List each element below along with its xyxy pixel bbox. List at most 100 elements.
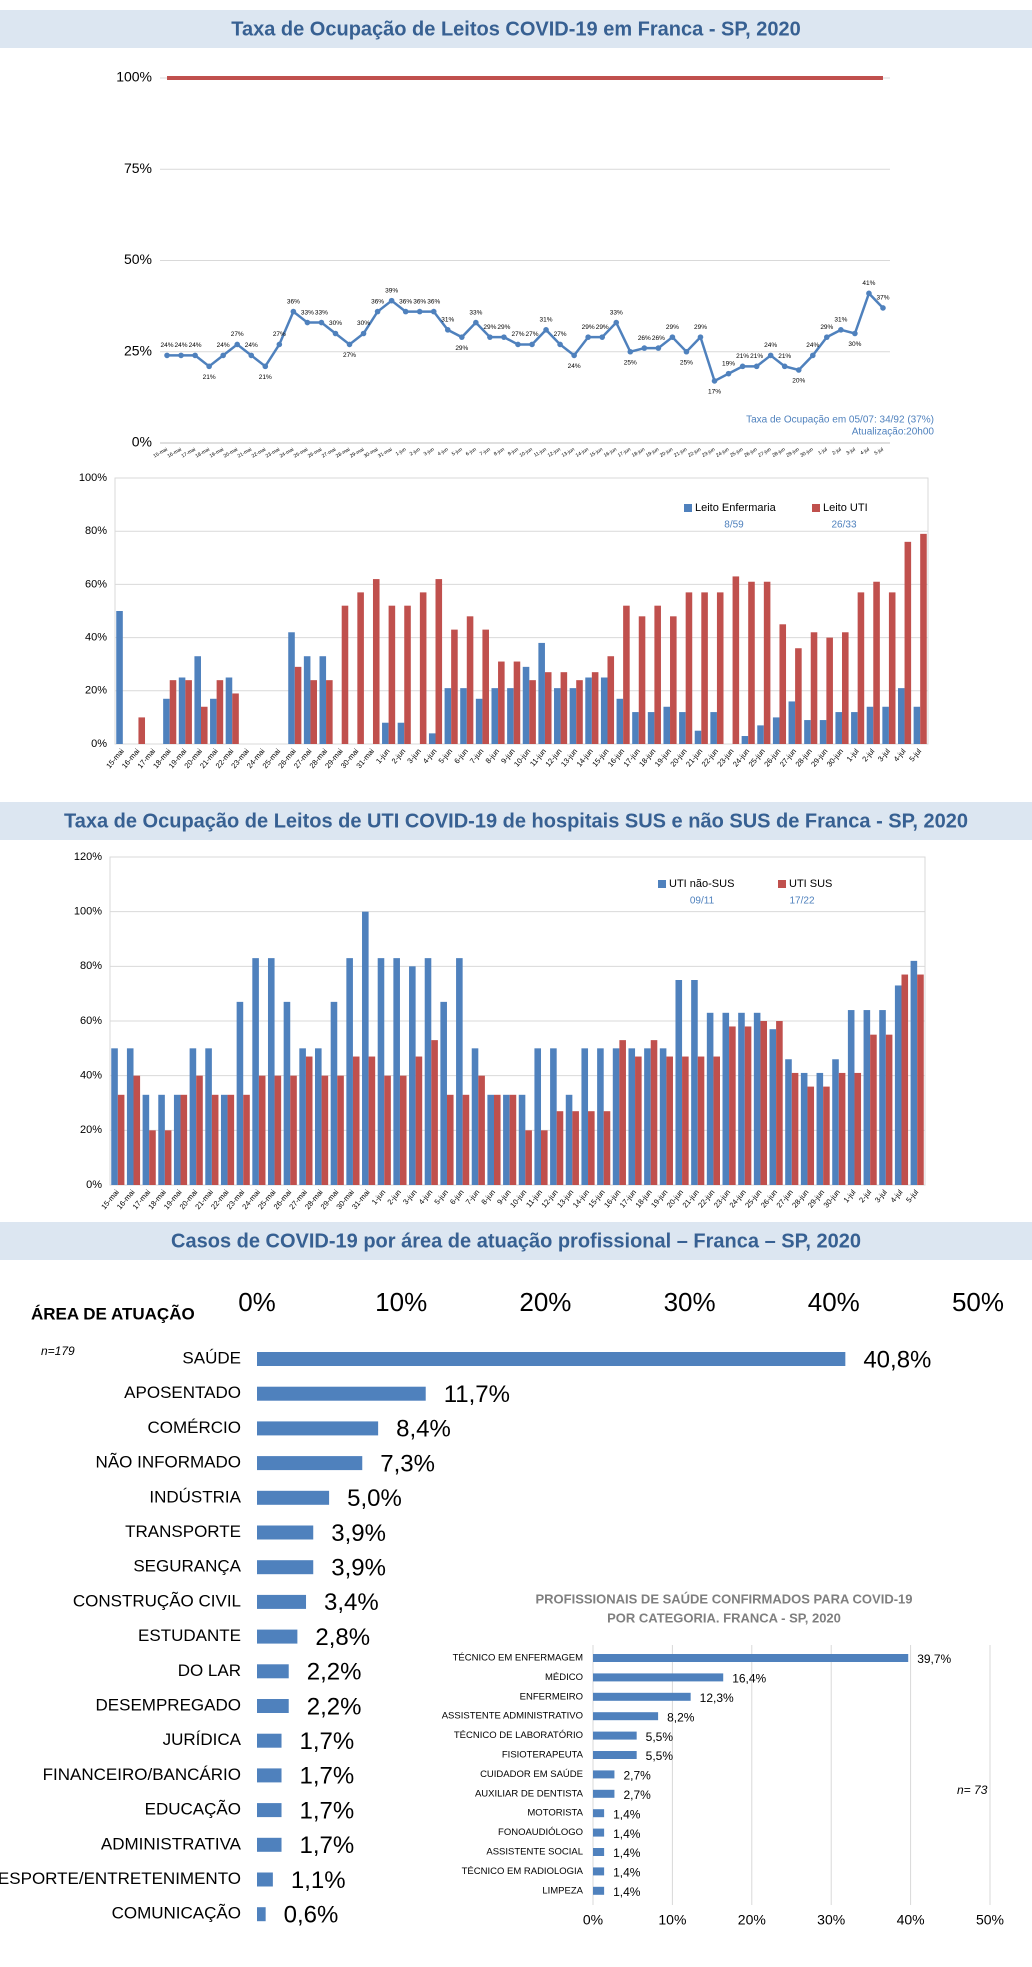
x-tick-label: 14-jun bbox=[575, 447, 590, 459]
x-tick-label: 6-jun bbox=[465, 447, 478, 458]
bar bbox=[419, 592, 427, 744]
x-tick-label: 10-jun bbox=[512, 747, 532, 769]
bar bbox=[851, 712, 858, 744]
bar bbox=[257, 1456, 363, 1471]
bar bbox=[382, 722, 389, 744]
x-tick-label: 1-jun bbox=[395, 447, 408, 458]
bar bbox=[428, 733, 436, 744]
point bbox=[388, 297, 395, 304]
bar bbox=[257, 1352, 846, 1366]
bar bbox=[133, 1075, 141, 1185]
category-label: FINANCEIRO/BANCÁRIO bbox=[43, 1765, 241, 1784]
annotation: Atualização:20h00 bbox=[852, 427, 935, 438]
data-label: 17% bbox=[708, 389, 721, 396]
x-tick-label: 4-jun bbox=[421, 747, 439, 766]
data-label: 21% bbox=[259, 374, 272, 381]
bar bbox=[866, 706, 874, 744]
section-title: Casos de COVID-19 por área de atuação pr… bbox=[171, 1230, 861, 1252]
bar bbox=[722, 1012, 730, 1185]
data-label: 1,4% bbox=[613, 1827, 641, 1841]
data-label: 12,3% bbox=[700, 1691, 734, 1705]
bar bbox=[357, 592, 364, 744]
bar bbox=[588, 1111, 595, 1185]
data-label: 33% bbox=[469, 309, 482, 316]
x-tick-label: 16-mai bbox=[166, 447, 182, 460]
bar bbox=[236, 1001, 244, 1185]
inset-title: POR CATEGORIA. FRANCA - SP, 2020 bbox=[607, 1610, 841, 1625]
category-label: COMUNICAÇÃO bbox=[112, 1904, 241, 1923]
data-label: 27% bbox=[526, 331, 539, 338]
bar bbox=[220, 1094, 228, 1185]
data-label: 36% bbox=[427, 298, 440, 305]
category-label: TÉCNICO DE LABORATÓRIO bbox=[454, 1730, 583, 1741]
bar bbox=[138, 717, 146, 744]
data-label: 16,4% bbox=[732, 1672, 766, 1686]
data-label: 7,3% bbox=[380, 1450, 435, 1477]
data-label: 31% bbox=[441, 317, 454, 324]
bar bbox=[697, 1056, 705, 1185]
bar bbox=[565, 1094, 573, 1185]
bar bbox=[478, 1075, 485, 1185]
data-label: 36% bbox=[413, 298, 426, 305]
x-tick-label: 20% bbox=[738, 1912, 766, 1928]
point bbox=[543, 327, 549, 333]
point bbox=[599, 334, 606, 340]
bar bbox=[529, 680, 536, 744]
bar bbox=[196, 1075, 203, 1185]
data-label: 2,7% bbox=[623, 1788, 651, 1802]
x-tick-label: 2-jun bbox=[385, 1188, 403, 1207]
x-tick-label: 3-jun bbox=[405, 747, 423, 766]
bar bbox=[372, 579, 380, 744]
note: n= 73 bbox=[957, 1783, 988, 1797]
data-label: 21% bbox=[750, 353, 763, 360]
category-label: APOSENTADO bbox=[124, 1383, 241, 1402]
x-tick-label: 8-jun bbox=[483, 747, 501, 766]
bar bbox=[685, 592, 693, 744]
x-tick-label: 40% bbox=[808, 1287, 860, 1317]
point bbox=[416, 308, 423, 315]
bar bbox=[211, 1094, 219, 1185]
bar bbox=[823, 1086, 830, 1185]
legend-note: 26/33 bbox=[831, 520, 856, 531]
data-label: 39,7% bbox=[917, 1652, 951, 1666]
bar bbox=[628, 1048, 636, 1185]
data-label: 25% bbox=[680, 359, 693, 366]
legend-label: Leito Enfermaria bbox=[695, 502, 777, 514]
data-label: 1,7% bbox=[300, 1797, 355, 1824]
bar bbox=[462, 1094, 470, 1185]
bar bbox=[326, 680, 333, 744]
x-tick-label: 7-jun bbox=[468, 747, 486, 766]
y-tick-label: 0% bbox=[132, 434, 152, 450]
bar bbox=[603, 1111, 611, 1185]
bar bbox=[319, 656, 327, 744]
bar bbox=[509, 1094, 517, 1185]
bar bbox=[399, 1075, 407, 1185]
data-label: 1,4% bbox=[613, 1885, 641, 1899]
category-label: ASSISTENTE ADMINISTRATIVO bbox=[442, 1711, 583, 1722]
bar bbox=[142, 1094, 150, 1185]
data-label: 30% bbox=[329, 320, 342, 327]
point bbox=[669, 334, 676, 340]
data-label: 24% bbox=[806, 342, 819, 349]
legend-swatch bbox=[812, 504, 820, 512]
x-tick-label: 4-jul bbox=[889, 1188, 905, 1205]
bar bbox=[576, 680, 583, 744]
point bbox=[487, 334, 493, 340]
category-label: FISIOTERAPEUTA bbox=[502, 1750, 584, 1761]
bar bbox=[341, 605, 349, 744]
bar bbox=[194, 656, 201, 744]
bar bbox=[753, 1012, 761, 1185]
x-tick-label: 9-jun bbox=[507, 447, 520, 458]
bar bbox=[435, 579, 443, 744]
data-label: 41% bbox=[862, 280, 875, 287]
category-label: TÉCNICO EM RADIOLOGIA bbox=[462, 1866, 584, 1877]
category-label: MOTORISTA bbox=[527, 1808, 583, 1819]
bar bbox=[732, 576, 740, 744]
data-label: 1,4% bbox=[613, 1807, 641, 1821]
bar bbox=[225, 677, 233, 744]
bar bbox=[164, 1130, 172, 1185]
category-label: TÉCNICO EM ENFERMAGEM bbox=[453, 1653, 583, 1664]
y-tick-label: 100% bbox=[74, 906, 102, 918]
bar bbox=[663, 706, 671, 744]
